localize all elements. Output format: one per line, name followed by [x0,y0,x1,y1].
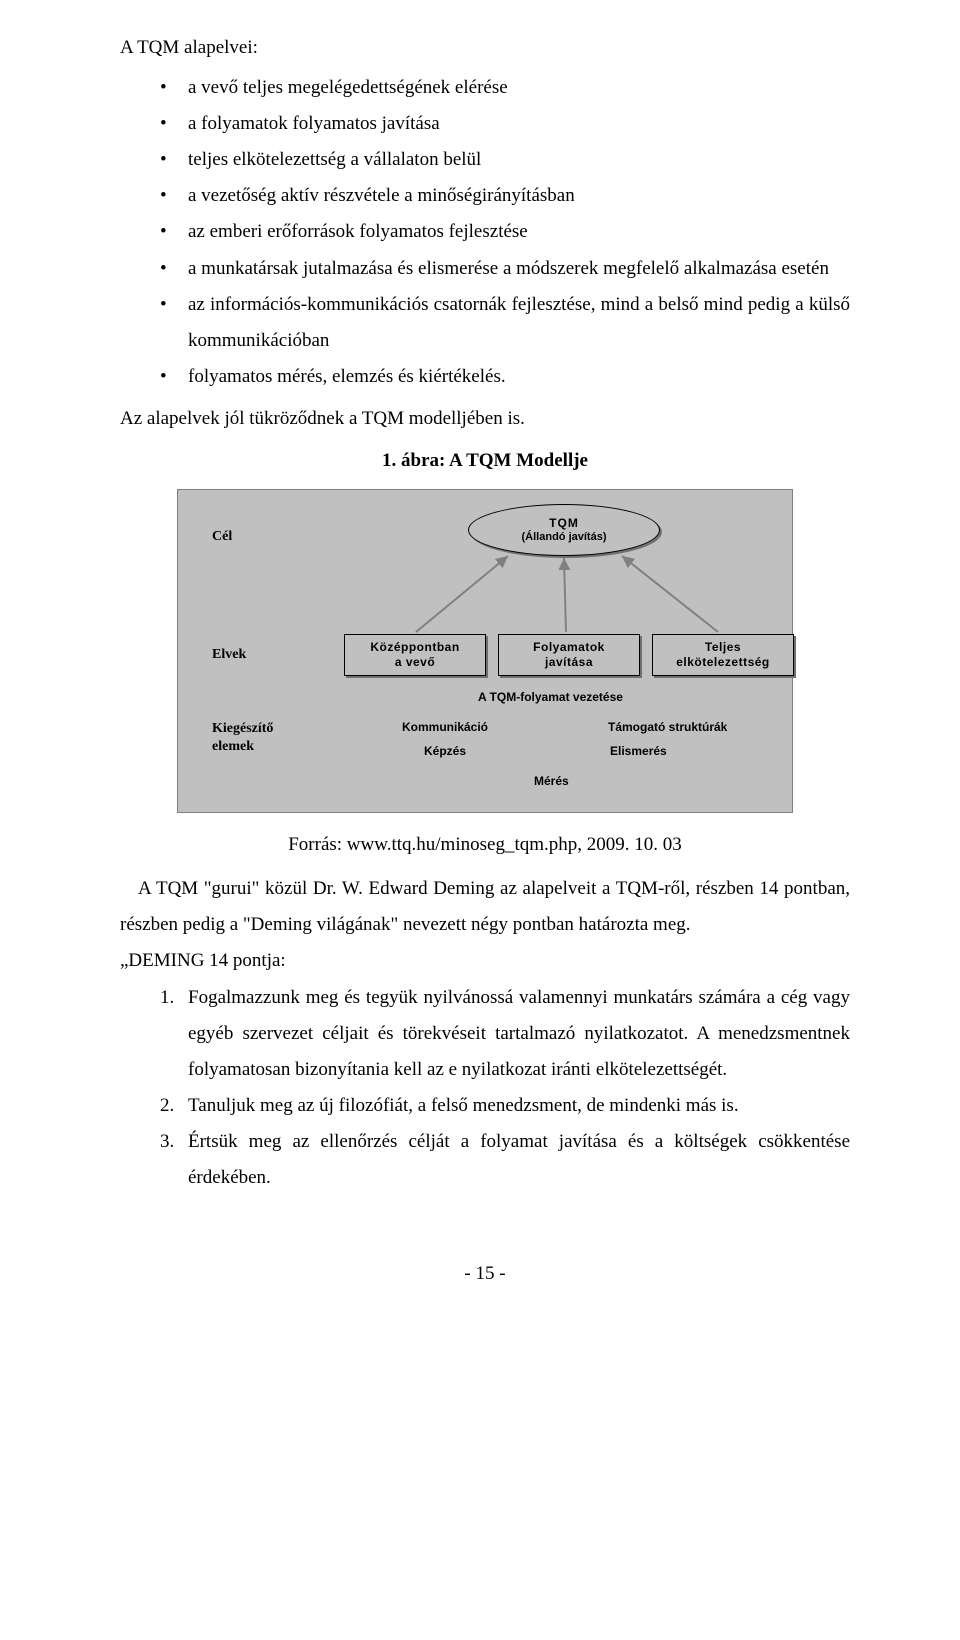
box-kozeppont: Középpontban a vevő [344,634,486,676]
after-bullets-line: Az alapelvek jól tükröződnek a TQM model… [120,401,850,437]
deming-list: Fogalmazzunk meg és tegyük nyilvánossá v… [120,980,850,1197]
principles-list: a vevő teljes megelégedettségének elérés… [120,70,850,395]
box-line: Teljes [653,640,793,655]
label-kiegeszito-2: elemek [212,734,254,761]
list-item: Tanuljuk meg az új filozófiát, a felső m… [160,1088,850,1124]
box-line: javítása [499,655,639,670]
label-tamogato: Támogató struktúrák [608,716,727,739]
ellipse-sub: (Állandó javítás) [469,531,659,545]
box-line: Középpontban [345,640,485,655]
page-number: - 15 - [120,1256,850,1292]
list-item: az információs-kommunikációs csatornák f… [160,287,850,359]
tqm-ellipse: TQM (Állandó javítás) [468,504,660,556]
diagram-container: Cél Elvek Kiegészítő elemek TQM (Állandó… [120,489,850,813]
body-paragraph-1: A TQM "gurui" közül Dr. W. Edward Deming… [120,871,850,943]
list-item: a munkatársak jutalmazása és elismerése … [160,251,850,287]
list-item: a folyamatok folyamatos javítása [160,106,850,142]
ellipse-title: TQM [469,516,659,531]
box-folyamatok: Folyamatok javítása [498,634,640,676]
label-process: A TQM-folyamat vezetése [478,686,623,709]
list-item: a vezetőség aktív részvétele a minőségir… [160,178,850,214]
list-item: a vevő teljes megelégedettségének elérés… [160,70,850,106]
intro-line: A TQM alapelvei: [120,30,850,66]
list-item: folyamatos mérés, elemzés és kiértékelés… [160,359,850,395]
box-line: a vevő [345,655,485,670]
list-item: Értsük meg az ellenőrzés célját a folyam… [160,1124,850,1196]
box-line: Folyamatok [499,640,639,655]
label-elismeres: Elismerés [610,740,667,763]
label-kepzes: Képzés [424,740,466,763]
box-teljes: Teljes elkötelezettség [652,634,794,676]
deming-heading: „DEMING 14 pontja: [120,943,850,979]
list-item: teljes elkötelezettség a vállalaton belü… [160,142,850,178]
label-kommunikacio: Kommunikáció [402,716,488,739]
label-meres: Mérés [534,770,569,793]
list-item: az emberi erőforrások folyamatos fejlesz… [160,214,850,250]
label-elvek: Elvek [212,642,246,669]
figure-title: 1. ábra: A TQM Modellje [120,443,850,479]
box-line: elkötelezettség [653,655,793,670]
list-item: Fogalmazzunk meg és tegyük nyilvánossá v… [160,980,850,1088]
label-cel: Cél [212,524,232,551]
figure-caption: Forrás: www.ttq.hu/minoseg_tqm.php, 2009… [120,827,850,863]
document-page: A TQM alapelvei: a vevő teljes megeléged… [0,0,960,1322]
tqm-diagram: Cél Elvek Kiegészítő elemek TQM (Állandó… [177,489,793,813]
